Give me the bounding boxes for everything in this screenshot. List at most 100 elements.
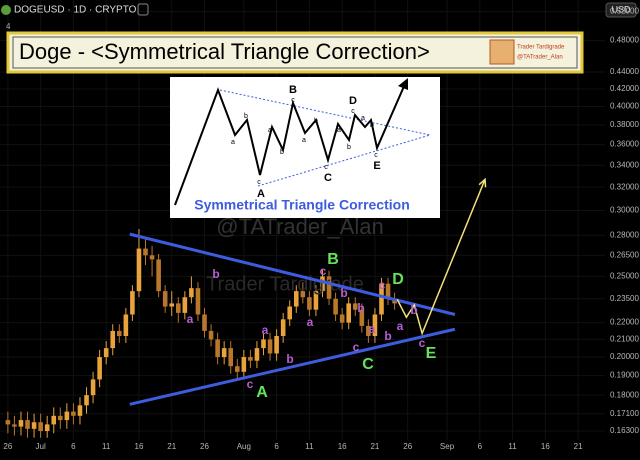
icon[interactable]: [137, 3, 149, 16]
logo-name: Trader Tardigrade: [517, 45, 565, 51]
candle-body: [58, 415, 63, 421]
x-tick-label: 26: [200, 442, 209, 451]
candle-body: [254, 348, 260, 361]
candle-body: [372, 314, 378, 336]
candle-body: [169, 303, 175, 307]
wave-label: c: [419, 336, 426, 350]
banner: [6, 31, 584, 74]
y-tick-label: 0.52000: [610, 7, 639, 16]
badge: 4: [6, 22, 11, 31]
x-tick-label: 26: [3, 442, 12, 451]
x-tick-label: 6: [274, 442, 279, 451]
candle-body: [77, 405, 83, 416]
candle-body: [379, 283, 384, 315]
candle-body: [287, 306, 293, 320]
inset: Symmetrical Triangle Correction: [170, 77, 440, 218]
candle-body: [339, 314, 345, 323]
y-tick-label: 0.20000: [610, 352, 639, 361]
wave-label: c: [247, 377, 254, 391]
wave-label: A: [256, 384, 268, 401]
inset-label: c: [291, 97, 295, 104]
y-tick-label: 0.48000: [610, 36, 639, 45]
candle-body: [117, 330, 122, 336]
wave-label: a: [262, 323, 269, 337]
wave-label: b: [384, 329, 391, 343]
y-tick-label: 0.19000: [610, 371, 639, 380]
y-tick-label: 0.25000: [610, 272, 639, 281]
candle-body: [293, 291, 299, 307]
candle-body: [228, 348, 234, 367]
candle-body: [156, 259, 161, 292]
candle-body: [90, 379, 96, 396]
candle-body: [346, 303, 352, 323]
x-tick-label: 11: [508, 442, 517, 451]
inset-label: a: [337, 127, 341, 134]
trendline: [129, 232, 456, 316]
candle-body: [352, 303, 358, 310]
y-tick-label: 0.23500: [610, 294, 639, 303]
candle-body: [280, 319, 286, 336]
y-tick-label: 0.34000: [610, 160, 639, 169]
candle-body: [143, 248, 148, 256]
x-tick-label: 6: [478, 442, 483, 451]
x-tick-label: 6: [71, 442, 76, 451]
candle-body: [51, 415, 57, 425]
wave-label: B: [327, 251, 339, 268]
y-tick-label: 0.36000: [610, 140, 639, 149]
candle-body: [64, 411, 70, 421]
y-tick-label: 0.28000: [610, 231, 639, 240]
inset-wave: [174, 83, 406, 206]
inset-label: b: [370, 122, 374, 129]
x-tick-label: 21: [370, 442, 379, 451]
inset-label: E: [373, 160, 380, 172]
wave-label: c: [320, 264, 327, 278]
inset-label: D: [349, 95, 357, 107]
x-tick-label: 16: [541, 442, 550, 451]
candle-body: [320, 276, 325, 292]
candle-body: [326, 276, 332, 299]
candle-body: [175, 303, 181, 313]
x-tick-label: 16: [338, 442, 347, 451]
candle-body: [110, 330, 116, 349]
inset-label: B: [289, 84, 297, 96]
candle-body: [25, 420, 30, 429]
candle-body: [136, 248, 142, 292]
currency[interactable]: USD: [611, 4, 631, 14]
candle-body: [208, 330, 214, 340]
candle-body: [149, 255, 155, 260]
symbol[interactable]: DOGEUSD · 1D · CRYPTO: [14, 5, 137, 16]
x-tick-label: 21: [167, 442, 176, 451]
candle-body: [12, 424, 17, 427]
candle-body: [221, 348, 227, 358]
inset-label: a: [231, 139, 235, 146]
y-tick-label: 0.21000: [610, 335, 639, 344]
candle-body: [261, 339, 266, 349]
candle-body: [313, 291, 319, 310]
projection-arrow: [478, 177, 487, 188]
logo-handle: @TATrader_Alan: [517, 55, 563, 61]
candle-body: [44, 424, 50, 432]
trendline: [129, 327, 456, 406]
y-tick-label: 0.22000: [610, 318, 639, 327]
candle-body: [274, 335, 279, 354]
candle-body: [189, 288, 194, 298]
currency-box[interactable]: [605, 2, 637, 18]
wave-label: b: [340, 286, 347, 300]
y-tick-label: 0.18000: [610, 390, 639, 399]
inset-label: c: [374, 152, 378, 159]
y-tick-label: 0.38000: [610, 120, 639, 129]
banner-inner: [12, 36, 578, 69]
y-tick-label: 0.42000: [610, 84, 639, 93]
inset-label: c: [324, 164, 328, 171]
candle-body: [307, 297, 312, 310]
y-tick-label: 0.30000: [610, 206, 639, 215]
inset-label: b: [280, 149, 284, 156]
inset-label: a: [268, 127, 272, 134]
candle-body: [359, 309, 365, 326]
candle-body: [195, 288, 201, 315]
inset-label: c: [351, 108, 355, 115]
projection: [396, 179, 486, 336]
x-tick-label: Jul: [36, 442, 46, 451]
